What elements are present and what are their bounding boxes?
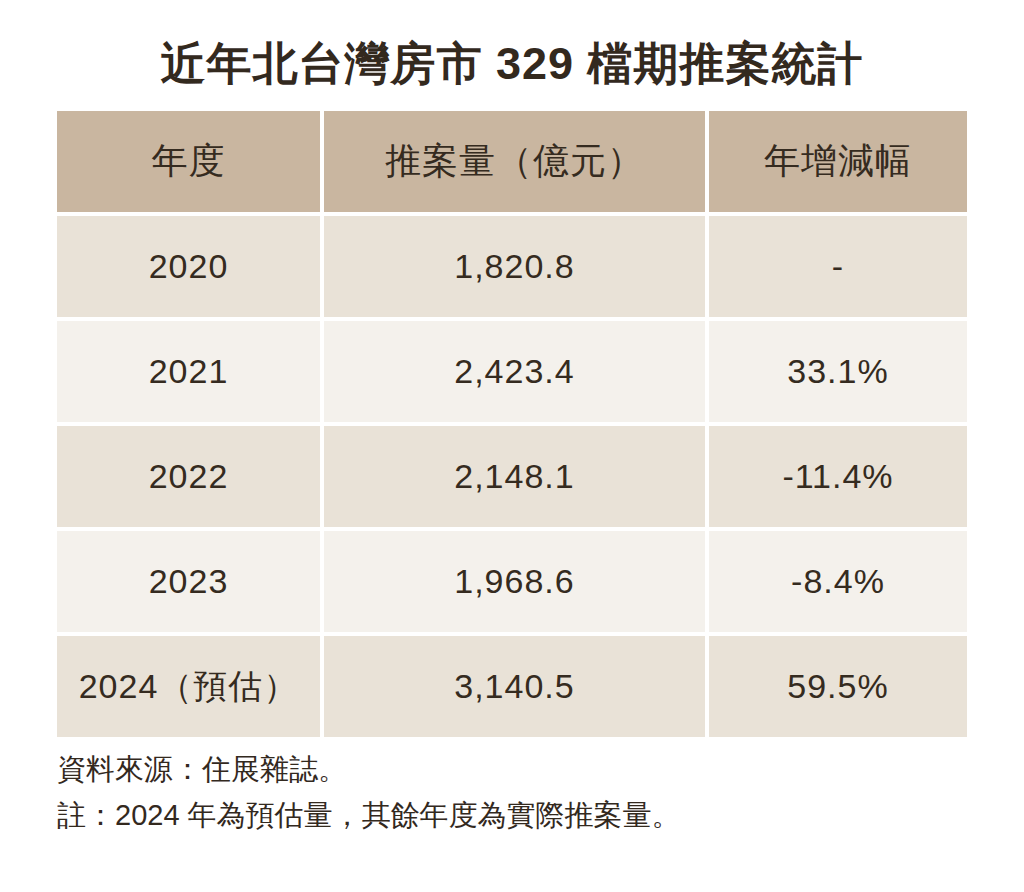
table-cell-yoy-change: 33.1%: [709, 321, 967, 422]
column-header-year: 年度: [57, 111, 320, 212]
table-cell-volume: 2,148.1: [324, 426, 705, 527]
table-cell-year: 2023: [57, 531, 320, 632]
table-cell-volume: 3,140.5: [324, 636, 705, 737]
table-cell-yoy-change: -8.4%: [709, 531, 967, 632]
data-table: 年度 推案量（億元） 年增減幅 2020 1,820.8 - 2021 2,42…: [57, 111, 967, 737]
infographic-page: 近年北台灣房市 329 檔期推案統計 年度 推案量（億元） 年增減幅 2020 …: [0, 0, 1024, 892]
table-cell-volume: 1,968.6: [324, 531, 705, 632]
table-cell-year: 2024（預估）: [57, 636, 320, 737]
table-cell-year: 2020: [57, 216, 320, 317]
table-cell-volume: 2,423.4: [324, 321, 705, 422]
column-header-volume: 推案量（億元）: [324, 111, 705, 212]
estimate-note: 註：2024 年為預估量，其餘年度為實際推案量。: [57, 795, 1024, 835]
column-header-yoy-change: 年增減幅: [709, 111, 967, 212]
table-cell-yoy-change: 59.5%: [709, 636, 967, 737]
page-title: 近年北台灣房市 329 檔期推案統計: [0, 0, 1024, 94]
table-cell-year: 2022: [57, 426, 320, 527]
source-note: 資料來源：住展雜誌。: [57, 749, 1024, 789]
table-cell-yoy-change: -: [709, 216, 967, 317]
footnotes: 資料來源：住展雜誌。 註：2024 年為預估量，其餘年度為實際推案量。: [57, 749, 1024, 835]
table-cell-volume: 1,820.8: [324, 216, 705, 317]
table-cell-yoy-change: -11.4%: [709, 426, 967, 527]
table-cell-year: 2021: [57, 321, 320, 422]
